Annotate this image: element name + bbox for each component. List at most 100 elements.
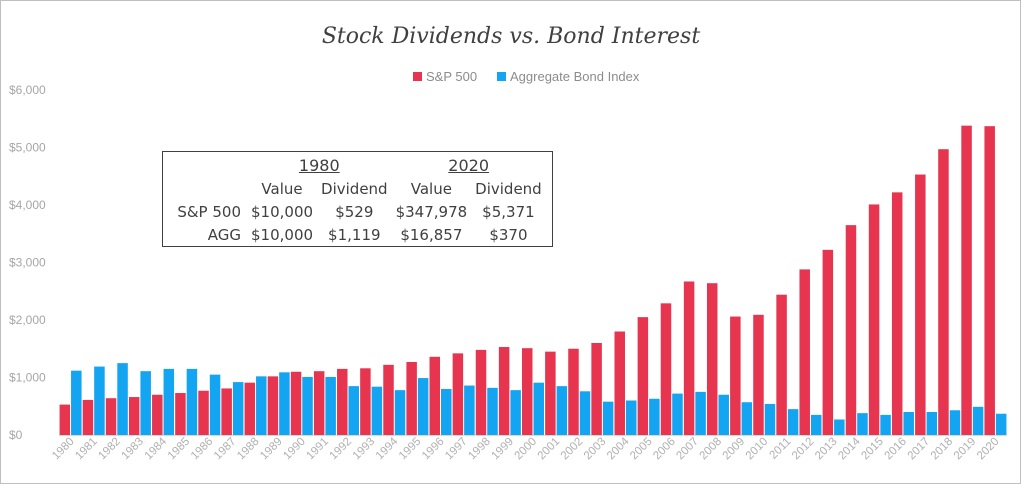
bar-sp500-1992	[337, 368, 348, 436]
x-tick-label: 1986	[189, 436, 216, 463]
x-tick-label: 2009	[721, 436, 748, 463]
x-tick-label: 1994	[374, 435, 401, 462]
bar-sp500-1991	[313, 371, 325, 435]
table-cell: $370	[489, 225, 528, 244]
x-tick-label: 1992	[328, 436, 355, 463]
bar-agg-1988	[256, 376, 267, 435]
bar-agg-2010	[764, 403, 776, 435]
bar-agg-1993	[371, 386, 383, 435]
bar-sp500-1988	[244, 382, 256, 435]
chart-legend: S&P 500 Aggregate Bond Index	[413, 69, 640, 84]
comparison-table: 1980 2020 Value Dividend Value Dividend …	[162, 151, 553, 247]
x-tick-label: 2003	[582, 436, 609, 463]
bar-agg-1990	[302, 376, 313, 435]
x-tick-label: 2001	[536, 436, 563, 463]
x-tick-label: 1993	[351, 436, 378, 463]
table-year-1980: 1980	[298, 156, 340, 175]
table-year-row: 1980 2020	[167, 154, 546, 177]
bar-sp500-1993	[360, 368, 371, 435]
bar-sp500-2008	[706, 283, 718, 435]
bar-sp500-1983	[128, 397, 140, 435]
bar-sp500-1982	[105, 398, 117, 435]
bar-agg-1986	[209, 374, 221, 436]
legend-swatch-agg	[497, 72, 506, 81]
bar-agg-1982	[117, 363, 128, 436]
table-cell: $347,978	[395, 202, 468, 221]
bar-agg-1985	[186, 368, 198, 436]
table-cell: $1,119	[328, 225, 381, 244]
x-tick-label: 2018	[929, 436, 956, 463]
bar-sp500-1994	[383, 364, 394, 435]
x-tick-label: 1985	[166, 436, 193, 463]
bar-agg-1996	[441, 389, 452, 435]
y-tick-label: $2,000	[9, 313, 46, 327]
bar-agg-1980	[71, 370, 82, 435]
bar-sp500-1985	[175, 393, 186, 435]
bar-sp500-2000	[522, 348, 533, 435]
bar-agg-1995	[417, 378, 429, 435]
bar-sp500-2013	[822, 249, 834, 435]
bar-sp500-1980	[59, 404, 71, 435]
chart-title: Stock Dividends vs. Bond Interest	[322, 24, 700, 49]
legend-label-sp500: S&P 500	[426, 69, 477, 84]
bar-agg-1989	[279, 372, 290, 435]
bar-sp500-2014	[845, 225, 857, 435]
bar-sp500-2009	[730, 316, 741, 435]
bar-sp500-2006	[660, 303, 672, 435]
x-tick-label: 1982	[96, 436, 123, 463]
x-tick-label: 1997	[443, 436, 470, 463]
bar-sp500-2001	[545, 351, 556, 436]
x-tick-label: 2012	[790, 436, 817, 463]
table-row-label: S&P 500	[177, 202, 241, 221]
x-tick-label: 2011	[767, 436, 793, 462]
bar-sp500-2002	[568, 348, 579, 435]
bar-agg-1981	[94, 366, 105, 435]
bar-agg-2015	[880, 414, 891, 436]
bar-agg-2013	[834, 419, 845, 435]
bar-agg-2012	[810, 414, 822, 436]
bar-sp500-1999	[498, 347, 510, 435]
x-tick-label: 1989	[258, 436, 285, 463]
y-tick-label: $1,000	[9, 371, 46, 385]
x-tick-label: 2013	[813, 436, 840, 463]
bar-sp500-1989	[267, 376, 279, 435]
bar-agg-1992	[348, 386, 360, 436]
bar-sp500-2007	[683, 281, 695, 435]
x-tick-label: 1999	[489, 436, 516, 463]
bar-agg-2019	[972, 406, 984, 435]
comparison-table-grid: 1980 2020 Value Dividend Value Dividend …	[167, 154, 546, 246]
x-tick-label: 1995	[397, 436, 424, 463]
table-year-2020: 2020	[448, 156, 489, 175]
x-tick-label: 1998	[466, 436, 493, 463]
y-tick-label: $0	[9, 428, 23, 442]
x-tick-label: 1990	[281, 436, 308, 463]
bar-agg-2001	[556, 386, 568, 436]
table-row-label: AGG	[207, 225, 241, 244]
x-tick-label: 1987	[212, 436, 239, 463]
bar-sp500-1996	[429, 356, 441, 435]
x-tick-label: 1980	[50, 436, 77, 463]
bar-agg-2002	[579, 391, 591, 435]
bar-agg-2018	[949, 410, 961, 435]
y-axis: $0 $1,000 $2,000 $3,000 $4,000 $5,000 $6,000	[9, 83, 46, 442]
x-axis: 1980198119821983198419851986198719881989…	[50, 435, 1007, 462]
bar-sp500-2005	[637, 317, 649, 436]
x-tick-label: 1991	[304, 436, 331, 463]
bar-group	[59, 125, 1007, 436]
bar-agg-2000	[533, 382, 544, 435]
table-col-value-2020: Value	[410, 179, 452, 198]
bar-agg-2005	[649, 398, 660, 435]
x-tick-label: 1984	[143, 435, 170, 462]
x-tick-label: 2017	[906, 436, 933, 463]
x-tick-label: 2008	[698, 436, 725, 463]
x-tick-label: 2000	[513, 436, 540, 463]
bar-agg-1983	[140, 371, 151, 435]
x-tick-label: 2019	[952, 436, 979, 463]
bar-agg-2003	[602, 401, 614, 435]
bar-sp500-2003	[591, 343, 602, 435]
x-tick-label: 2002	[559, 436, 586, 463]
x-tick-label: 2014	[836, 435, 863, 462]
table-cell: $10,000	[251, 202, 314, 221]
legend-label-agg: Aggregate Bond Index	[510, 69, 640, 84]
